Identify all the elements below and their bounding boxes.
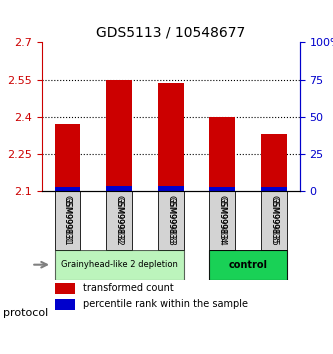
Text: GSM999835: GSM999835 <box>269 197 278 244</box>
Bar <box>106 190 132 250</box>
FancyBboxPatch shape <box>209 190 235 250</box>
Bar <box>158 190 183 250</box>
Bar <box>55 250 183 280</box>
Text: GSM999833: GSM999833 <box>166 197 175 244</box>
Text: GSM999834: GSM999834 <box>218 197 227 244</box>
FancyBboxPatch shape <box>55 190 80 250</box>
Text: GSM999831: GSM999831 <box>63 195 72 246</box>
Text: protocol: protocol <box>3 308 49 318</box>
Bar <box>55 190 80 250</box>
Text: percentile rank within the sample: percentile rank within the sample <box>83 299 248 309</box>
Text: transformed count: transformed count <box>83 284 174 293</box>
Text: GSM999831: GSM999831 <box>63 197 72 243</box>
Text: GSM999832: GSM999832 <box>115 197 124 243</box>
Bar <box>55 283 75 294</box>
FancyBboxPatch shape <box>261 190 287 250</box>
FancyBboxPatch shape <box>158 190 183 250</box>
Text: GSM999833: GSM999833 <box>166 195 175 246</box>
Bar <box>209 190 235 250</box>
Text: control: control <box>228 260 268 270</box>
Bar <box>158 83 183 190</box>
Bar <box>106 186 132 190</box>
Bar <box>158 186 183 190</box>
Text: GSM999834: GSM999834 <box>218 195 227 246</box>
Bar <box>55 299 75 310</box>
Bar <box>209 187 235 190</box>
Text: GSM999832: GSM999832 <box>115 195 124 246</box>
Text: Grainyhead-like 2 depletion: Grainyhead-like 2 depletion <box>61 260 177 269</box>
FancyBboxPatch shape <box>106 190 132 250</box>
Bar <box>261 134 287 190</box>
Text: GSM999835: GSM999835 <box>269 195 278 246</box>
Bar <box>209 250 287 280</box>
Bar <box>261 190 287 250</box>
Bar <box>261 187 287 190</box>
Bar <box>55 124 80 190</box>
Title: GDS5113 / 10548677: GDS5113 / 10548677 <box>96 26 245 40</box>
Bar <box>106 80 132 190</box>
Bar <box>55 187 80 190</box>
Bar <box>209 116 235 190</box>
